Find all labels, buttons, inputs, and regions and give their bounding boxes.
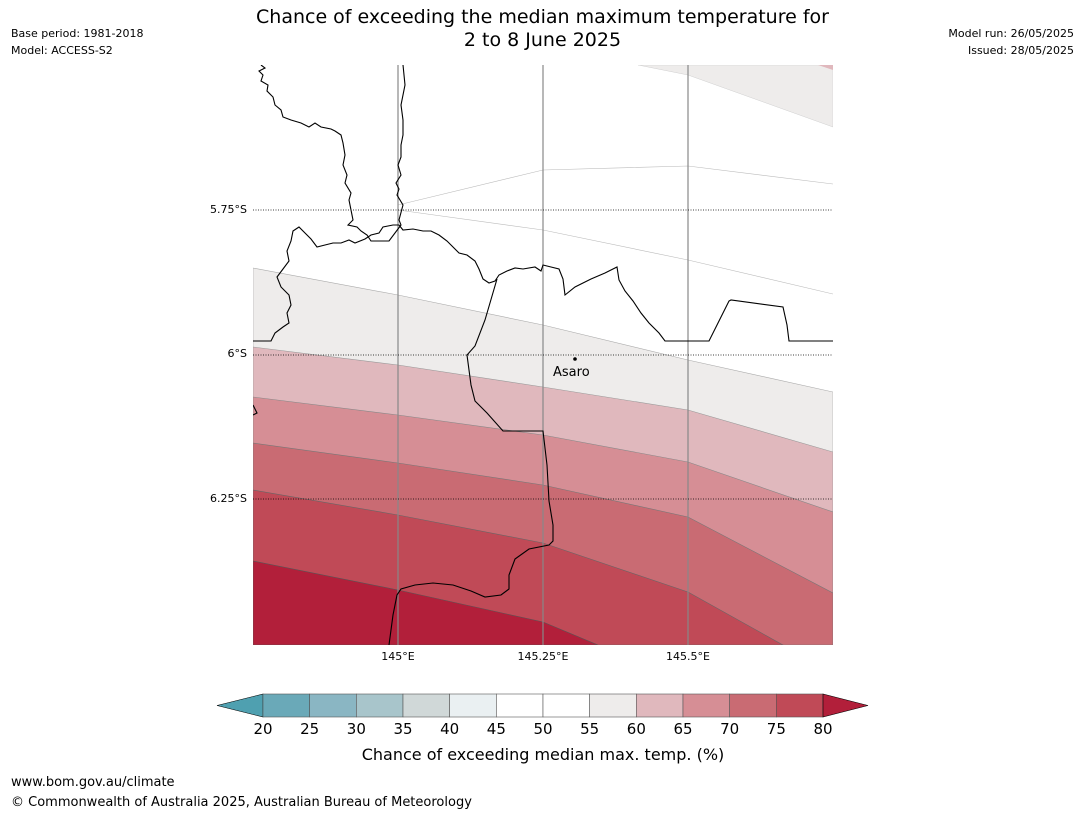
- colorbar-tick-label: 60: [626, 720, 646, 738]
- colorbar-cell: [776, 693, 824, 718]
- colorbar-under-arrow: [216, 693, 264, 718]
- colorbar-cell: [729, 693, 777, 718]
- colorbar-tick-label: 25: [300, 720, 320, 738]
- map-panel: [253, 65, 833, 645]
- place-marker: [573, 357, 577, 361]
- colorbar-cell: [262, 693, 310, 718]
- colorbar-cell: [542, 693, 590, 718]
- colorbar-tick-label: 40: [440, 720, 460, 738]
- colorbar-tick-label: 55: [580, 720, 600, 738]
- province-boundary-north: [258, 65, 406, 242]
- colorbar-cell: [589, 693, 637, 718]
- lon-label-145-25: 145.25°E: [517, 650, 569, 663]
- colorbar-tick-label: 45: [486, 720, 506, 738]
- contour-line: [397, 209, 833, 295]
- metadata-left: Base period: 1981-2018 Model: ACCESS-S2: [11, 25, 143, 59]
- colorbar-tick-label: 75: [766, 720, 786, 738]
- issued-text: Issued: 28/05/2025: [967, 44, 1074, 57]
- footer-copyright: © Commonwealth of Australia 2025, Austra…: [11, 795, 472, 810]
- colorbar-over-arrow: [822, 693, 869, 718]
- colorbar-tick-label: 80: [813, 720, 833, 738]
- footer-url[interactable]: www.bom.gov.au/climate: [11, 775, 175, 790]
- lon-label-145-5: 145.5°E: [666, 650, 710, 663]
- colorbar-cell: [356, 693, 404, 718]
- colorbar-cell: [496, 693, 544, 718]
- colorbar-cell: [636, 693, 684, 718]
- place-label-asaro: Asaro: [553, 365, 590, 380]
- colorbar-tick-label: 20: [253, 720, 273, 738]
- colorbar-tick-label: 35: [393, 720, 413, 738]
- band-60-65-top: [818, 65, 833, 70]
- model-text: Model: ACCESS-S2: [11, 44, 113, 57]
- band-55-60-top: [637, 65, 833, 128]
- lat-label-6: 6°S: [227, 347, 247, 360]
- colorbar-tick-label: 70: [720, 720, 740, 738]
- band-above-80: [253, 560, 599, 645]
- colorbar-cell: [682, 693, 730, 718]
- model-run-text: Model run: 26/05/2025: [948, 27, 1074, 40]
- colorbar-tick-label: 30: [346, 720, 366, 738]
- title-line-1: Chance of exceeding the median maximum t…: [256, 6, 829, 28]
- lat-label-6-25: 6.25°S: [210, 492, 247, 505]
- lat-label-5-75: 5.75°S: [210, 203, 247, 216]
- map-title: Chance of exceeding the median maximum t…: [0, 6, 1085, 52]
- colorbar-cell: [402, 693, 450, 718]
- colorbar-cell: [309, 693, 357, 718]
- colorbar-label: Chance of exceeding median max. temp. (%…: [361, 745, 725, 764]
- lon-label-145: 145°E: [381, 650, 415, 663]
- province-boundary-south: [388, 278, 554, 645]
- boundary-fragment: [253, 404, 258, 416]
- metadata-right: Model run: 26/05/2025 Issued: 28/05/2025: [948, 25, 1074, 59]
- base-period-text: Base period: 1981-2018: [11, 27, 144, 40]
- province-boundary-central: [253, 224, 833, 342]
- colorbar-tick-label: 65: [673, 720, 693, 738]
- colorbar-tick-label: 50: [533, 720, 553, 738]
- contour-line: [397, 165, 833, 206]
- colorbar-cell: [449, 693, 497, 718]
- title-line-2: 2 to 8 June 2025: [463, 29, 622, 51]
